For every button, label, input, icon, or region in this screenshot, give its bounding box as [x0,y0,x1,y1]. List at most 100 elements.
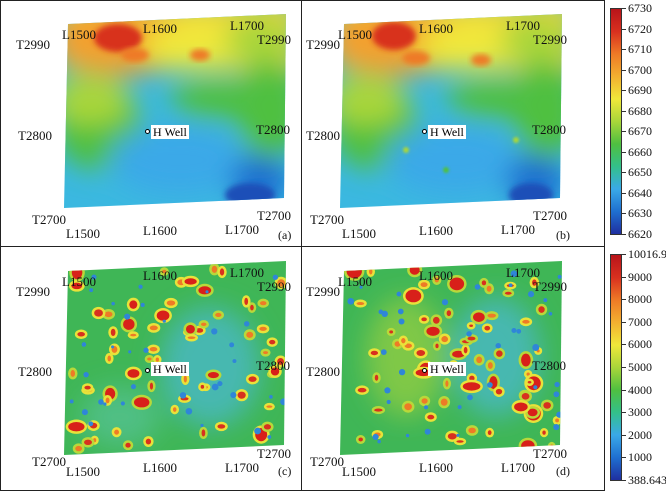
panel-a-label-br-line: L1700 [225,222,259,237]
anomaly-core [75,445,83,452]
colorbar-tick [622,389,626,391]
colorbar-tick [622,8,626,9]
colorbar-bottom [610,254,622,481]
anomaly-low [553,391,560,398]
anomaly-core [473,312,485,322]
anomaly-low [377,439,381,444]
anomaly-core [162,269,167,274]
colorbar-tick-label: 7000 [628,314,652,329]
colorbar-tick-label: 9000 [628,269,652,284]
colorbar-tick-label: 6650 [628,165,652,180]
panel-d-label-l-top: T2990 [306,284,340,299]
anomaly-low [381,310,388,318]
anomaly-core [107,355,112,362]
anomaly-core [441,336,449,343]
anomaly-core [127,369,140,378]
panel-b-label-l-mid: T2800 [306,128,340,143]
anomaly-low [280,398,286,406]
anomaly-core [172,407,177,412]
anomaly-low [397,308,404,315]
anomaly-core [94,309,103,317]
panel-b-label-l-top: T2990 [306,37,340,52]
anomaly-low [554,381,560,388]
anomaly-low [185,407,193,415]
panel-b-label-br-line: L1700 [501,222,535,237]
colorbar-tick-label: 3000 [628,405,652,420]
panel-a-label-bl-line: L1500 [66,226,100,241]
anomaly-low [211,383,219,391]
anomaly-core [259,326,267,331]
colorbar-tick [622,367,626,368]
anomaly-core [147,357,152,361]
anomaly-core [211,265,218,273]
colorbar-tick-label: 10016.9 [628,247,666,261]
anomaly-core [440,398,448,406]
anomaly-low [474,284,481,290]
panel-c-tag: (c) [278,464,292,478]
panel-a-map [64,14,286,208]
panel-d-label-l-mid: T2800 [306,364,340,379]
anomaly-low [398,318,405,325]
anomaly-low [83,371,89,378]
anomaly-low [120,401,125,406]
colorbar-tick [622,28,626,30]
anomaly-low [89,288,94,293]
anomaly-low [423,405,429,410]
anomaly-low [457,405,462,410]
anomaly-core [84,439,92,446]
panel-d-label-tr-line: L1700 [506,265,540,280]
panel-divider-vertical [301,0,302,491]
anomaly-core [486,285,492,292]
anomaly-core [105,397,110,404]
panel-d-label-tm-line: L1600 [419,268,453,283]
anomaly-core [542,430,546,435]
anomaly-low [269,395,273,399]
anomaly-core [358,437,363,442]
anomaly-low [532,344,540,352]
anomaly-low [200,423,204,428]
panel-b-label-r-mid: T2800 [532,122,566,137]
anomaly-low [162,319,166,323]
anomaly-core [555,418,560,423]
colorbar-tick-label: 6680 [628,103,652,118]
anomaly-core [201,429,206,437]
colorbar-tick [622,457,626,459]
anomaly-core [263,424,272,430]
anomaly-low [380,349,387,356]
panel-d-well-marker [422,368,427,373]
anomaly-low [179,392,187,399]
colorbar-tick [622,276,626,278]
anomaly-core [481,280,487,286]
anomaly-low [386,399,391,405]
anomaly-core [467,336,476,341]
anomaly-low [267,435,272,439]
anomaly-core [269,339,276,345]
panel-b-well-label: H Well [428,125,466,139]
panel-c: L1500 L1600 L1700 T2990 T2990 T2800 T280… [16,247,300,492]
anomaly-low [111,301,115,306]
anomaly-core [538,306,545,313]
panel-b-label-bm-line: L1600 [419,223,453,238]
panel-d-label-bl-line: L1500 [342,464,376,479]
anomaly-low [81,342,87,347]
anomaly-core [217,424,226,429]
anomaly-core [456,440,464,443]
colorbar-tick [622,434,626,436]
anomaly-core [434,277,439,283]
anomaly-core [200,384,205,389]
panel-a-well-marker [145,129,150,134]
anomaly-core [110,328,116,337]
anomaly-low [229,342,235,348]
colorbar-tick-label: 8000 [628,292,652,307]
panel-a-label-tl-line: L1500 [62,27,96,42]
panel-a-label-l-top: T2990 [16,37,50,52]
anomaly-core [426,326,440,336]
anomaly-core [237,391,246,399]
anomaly-core [129,300,138,309]
panel-a-label-tr-line: L1700 [230,18,264,33]
panel-c-label-br-line: L1700 [225,460,259,475]
colorbar-tick-label: 6000 [628,337,652,352]
colorbar-tick [622,299,626,301]
panel-c-label-bl-line: L1500 [66,464,100,479]
anomaly-core [532,279,537,286]
